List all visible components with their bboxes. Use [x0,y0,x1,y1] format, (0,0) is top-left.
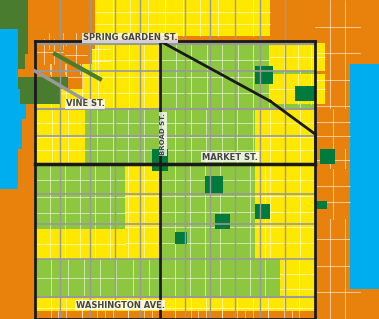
Bar [10,39,25,69]
Text: VINE ST.: VINE ST. [66,100,105,108]
Bar [18,77,68,89]
Bar [255,204,270,219]
Bar [0,39,20,79]
Bar [0,69,26,119]
Bar [205,176,223,194]
Bar [35,36,110,74]
Bar [350,124,379,149]
Text: WASHINGTON AVE.: WASHINGTON AVE. [75,300,164,309]
Bar [35,33,90,49]
Bar [18,39,83,89]
Bar [0,0,55,59]
Bar [175,232,187,244]
Bar [35,311,315,319]
Bar [160,44,315,109]
Text: SPRING GARDEN ST.: SPRING GARDEN ST. [83,33,177,42]
Bar [0,0,28,54]
Bar [270,74,325,104]
Bar [35,109,315,164]
Bar [35,229,125,259]
Bar [350,169,379,199]
Bar [0,69,22,149]
Bar [352,99,379,219]
Text: BROAD ST.: BROAD ST. [160,113,166,155]
Bar [95,0,270,36]
Bar [0,29,18,149]
Bar [270,43,325,71]
Bar [270,0,379,36]
Bar [35,311,315,319]
Bar [35,164,125,229]
Bar [295,86,315,101]
Bar [152,149,168,171]
Bar [35,29,95,49]
Bar [65,46,87,64]
Bar [160,259,280,297]
Bar [0,0,379,36]
Bar [35,259,315,319]
Bar [350,64,379,104]
Bar [0,0,30,64]
Bar [0,0,85,64]
Bar [315,109,350,149]
Bar [35,164,315,259]
Bar [315,0,360,319]
Bar [18,49,53,89]
Bar [20,84,60,104]
Bar [0,129,15,189]
Bar [320,149,335,164]
Bar [350,224,379,264]
Bar [35,39,63,64]
Bar [160,164,280,259]
Bar [215,214,230,229]
Bar [155,149,167,164]
Bar [35,297,315,319]
Bar [35,36,65,64]
Bar [255,109,315,164]
Bar [350,89,379,289]
Bar [67,44,92,64]
Bar [0,59,18,189]
Bar [35,259,165,297]
Text: MARKET ST.: MARKET ST. [202,152,258,161]
Bar [255,164,315,259]
Bar [315,201,327,209]
Bar [35,109,85,164]
Bar [35,44,160,109]
Bar [315,169,350,219]
Bar [255,66,273,84]
